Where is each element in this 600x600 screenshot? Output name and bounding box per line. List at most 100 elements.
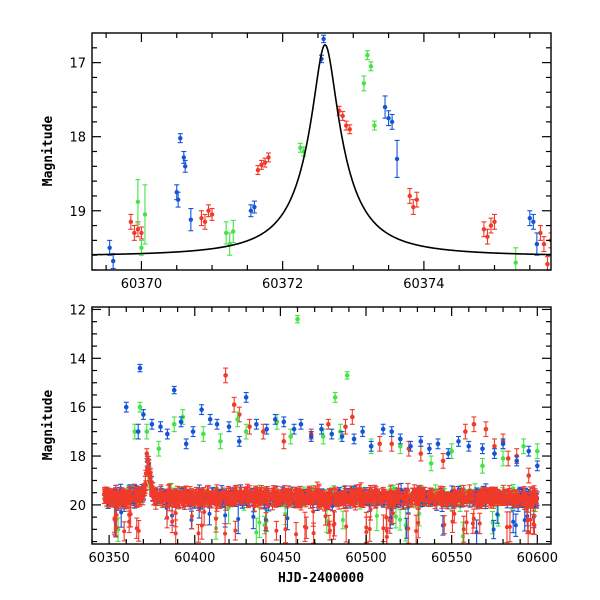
blue-data-point [389, 113, 395, 130]
green-bright-point [144, 423, 150, 440]
red-data-point [302, 511, 308, 543]
blue-data-point [534, 232, 540, 256]
green-bright-point [428, 455, 434, 472]
red-data-point [206, 204, 212, 218]
red-bright-point [377, 435, 383, 452]
blue-bright-point [368, 440, 374, 452]
red-data-point [488, 217, 494, 234]
red-data-point [479, 496, 485, 505]
red-data-point [497, 494, 503, 507]
red-data-point [273, 520, 279, 541]
red-data-point [410, 199, 416, 216]
red-data-point [442, 492, 448, 504]
red-data-point [407, 187, 413, 204]
blue-data-point [530, 213, 536, 230]
full-y-axis-label: Magnitude [41, 390, 56, 461]
x-tick-label: 60550 [431, 551, 472, 566]
blue-bright-point [149, 418, 155, 430]
blue-bright-point [351, 433, 357, 445]
red-data-point [451, 486, 457, 495]
red-bright-point [471, 416, 477, 433]
blue-bright-point [164, 428, 170, 440]
zoom-y-axis-label: Magnitude [41, 116, 56, 187]
blue-bright-point [264, 423, 270, 435]
blue-data-point [510, 510, 516, 534]
red-data-point [112, 503, 118, 533]
red-data-point [147, 471, 153, 483]
green-data-point [135, 179, 141, 225]
red-data-point [398, 491, 404, 500]
blue-data-point [513, 513, 519, 537]
red-data-point [387, 506, 393, 534]
red-data-point [199, 511, 205, 540]
red-data-point [432, 495, 438, 504]
red-data-point [131, 483, 137, 498]
red-data-point [168, 492, 174, 505]
blue-bright-point [426, 443, 432, 455]
full-plot-frame [91, 306, 552, 545]
green-bright-point [137, 401, 143, 413]
red-bright-point [349, 409, 355, 425]
red-bright-point [505, 450, 511, 467]
red-data-point [465, 490, 471, 501]
red-data-point [367, 516, 373, 542]
blue-bright-point [397, 433, 403, 445]
blue-data-point [382, 95, 388, 119]
blue-bright-point [534, 460, 540, 472]
red-data-point [195, 523, 201, 543]
red-data-point [184, 488, 190, 500]
x-tick-label: 60372 [262, 277, 303, 292]
blue-bright-point [140, 409, 146, 420]
red-bright-point [418, 445, 424, 462]
red-data-point [512, 489, 518, 502]
zoom-plot-frame [91, 32, 552, 271]
blue-bright-point [445, 448, 451, 460]
blue-bright-point [135, 423, 141, 440]
red-data-point [273, 492, 279, 507]
red-bright-point [483, 421, 489, 438]
red-data-point [169, 510, 175, 534]
x-tick-label: 60370 [121, 277, 162, 292]
green-data-point [397, 509, 403, 531]
red-bright-point [325, 418, 331, 430]
blue-data-point [248, 204, 254, 218]
red-data-point [283, 514, 289, 544]
green-data-point [142, 184, 148, 245]
blue-bright-point [291, 423, 297, 435]
blue-bright-point [207, 413, 213, 425]
x-tick-label: 60500 [345, 551, 386, 566]
red-data-point [278, 495, 284, 506]
green-data-point [460, 521, 466, 544]
red-data-point [441, 515, 447, 535]
red-data-point [178, 492, 184, 503]
y-tick-label: 18 [69, 131, 86, 146]
red-data-point [119, 487, 125, 495]
red-data-point [202, 213, 208, 230]
blue-bright-point [339, 431, 345, 442]
green-bright-point [243, 423, 249, 440]
red-data-point [128, 213, 134, 230]
red-data-point [173, 519, 179, 544]
red-data-point [531, 515, 537, 536]
y-tick-label: 16 [69, 401, 86, 416]
red-data-point [327, 497, 333, 511]
blue-bright-point [178, 416, 184, 428]
blue-data-point [251, 200, 257, 214]
red-data-point [454, 494, 460, 508]
red-data-point [148, 482, 154, 495]
blue-data-point [394, 139, 400, 178]
green-bright-point [156, 440, 162, 457]
blue-bright-point [190, 426, 196, 438]
red-data-point [368, 498, 374, 521]
blue-bright-point [243, 391, 249, 403]
blue-bright-point [236, 435, 242, 447]
green-bright-point [171, 416, 177, 433]
blue-data-point [182, 159, 188, 173]
red-data-point [362, 488, 368, 503]
zoom-data-points [107, 34, 551, 270]
red-data-point [223, 496, 229, 511]
red-data-point [383, 490, 389, 501]
red-data-point [428, 489, 434, 502]
green-data-point [368, 61, 374, 72]
red-data-point [507, 511, 513, 543]
